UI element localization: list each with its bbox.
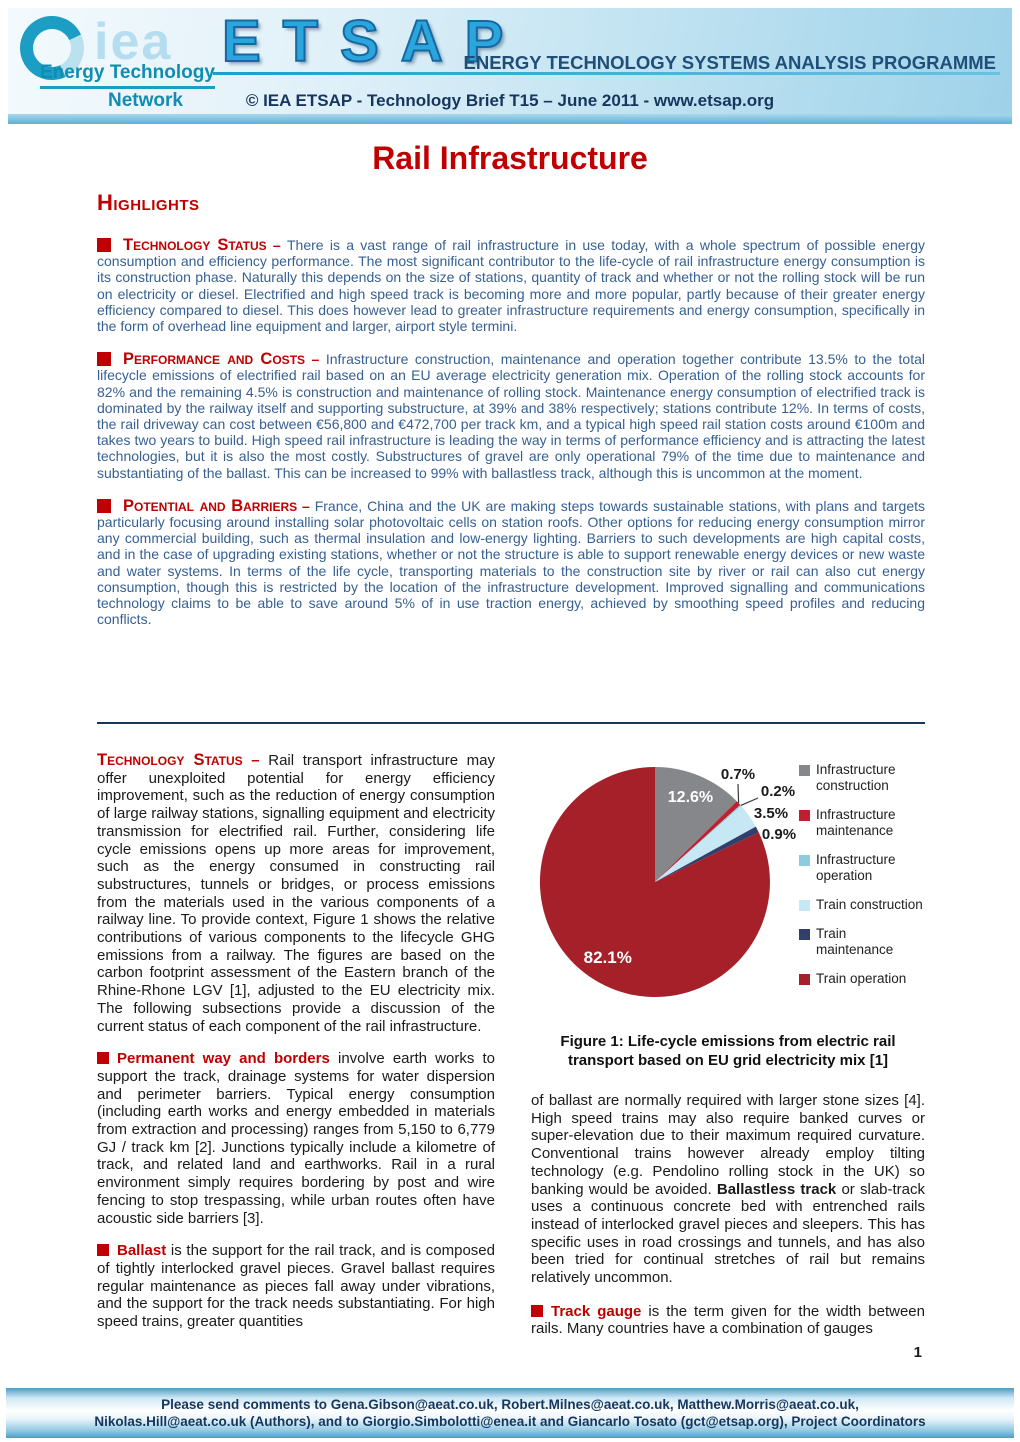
figure-caption: Figure 1: Life-cycle emissions from elec…: [560, 1033, 896, 1069]
highlight-paragraph-performance-costs: Performance and Costs – Infrastructure c…: [97, 350, 925, 481]
section-dash: –: [297, 497, 315, 514]
banner-bottom-strip: [8, 114, 1012, 124]
footer-bar: Please send comments to Gena.Gibson@aeat…: [6, 1388, 1014, 1438]
right-column: 12.6% 82.1% 0.7% 0.2% 3.5% 0.9% Infrastructur…: [531, 752, 925, 1346]
section-label: Technology Status: [123, 236, 267, 254]
section-text: Rail transport infrastructure may offer …: [97, 752, 495, 1035]
section-dash: –: [305, 351, 326, 368]
pie-data-label: 0.7%: [721, 766, 755, 783]
page-title: Rail Infrastructure: [372, 140, 648, 176]
section-divider: [97, 722, 925, 724]
legend-item-1: Infrastructure maintenance: [799, 807, 925, 839]
pie-slice-0: [655, 767, 737, 882]
iea-logo-text: iea: [94, 13, 173, 71]
section-text: Infrastructure construction, maintenance…: [97, 351, 925, 481]
pie-data-label: 82.1%: [584, 948, 632, 967]
pie-slice-4: [655, 826, 759, 882]
legend-label: Train operation: [816, 971, 907, 986]
subsection-label: Ballast: [117, 1242, 167, 1260]
subsection-label: Permanent way and borders: [117, 1050, 330, 1068]
subsection-text: involve earth works to support the track…: [97, 1050, 495, 1227]
pie-slice-1: [655, 801, 741, 882]
section-text: There is a vast range of rail infrastruc…: [97, 237, 925, 335]
section-dash: –: [242, 752, 269, 769]
ballastless-track-term: Ballastless track: [716, 1180, 837, 1198]
highlights-heading: Highlights: [97, 190, 200, 215]
section-label: Performance and Costs: [123, 350, 306, 369]
legend-item-4: Train maintenance: [799, 926, 925, 958]
logo-technology: Technology: [109, 62, 215, 83]
chart-legend: Infrastructure construction Infrastructure…: [799, 762, 925, 987]
legend-item-0: Infrastructure construction: [799, 762, 925, 794]
legend-swatch-icon: [799, 855, 810, 866]
ballast-paragraph: Ballast is the support for the rail trac…: [97, 1242, 495, 1331]
legend-swatch-icon: [799, 810, 810, 821]
pie-slice-3: [655, 805, 756, 882]
legend-label: Train maintenance: [816, 926, 894, 957]
leader-line-2: [740, 797, 759, 806]
bullet-square-icon: [97, 352, 111, 367]
legend-swatch-icon: [799, 974, 810, 985]
header-banner: iea Energy Technology Network ETSAP ENER…: [8, 6, 1012, 124]
logo-energy-technology: Energy Technology: [40, 62, 215, 89]
section-text: France, China and the UK are making step…: [97, 497, 925, 628]
legend-swatch-icon: [799, 900, 810, 911]
footer-line-1: Please send comments to Gena.Gibson@aeat…: [161, 1397, 859, 1412]
footer-line-2: Nikolas.Hill@aeat.co.uk (Authors), and t…: [94, 1414, 926, 1429]
pie-data-label: 0.2%: [761, 783, 795, 800]
ballast-continued-paragraph: of ballast are normally required with la…: [531, 1092, 925, 1287]
highlight-paragraph-potential-barriers: Potential and Barriers – France, China a…: [97, 497, 925, 628]
section-dash: –: [266, 237, 287, 253]
logo-network: Network: [108, 90, 183, 111]
legend-label: Infrastructure maintenance: [816, 807, 896, 838]
pie-chart-svg: 12.6% 82.1% 0.7% 0.2% 3.5% 0.9%: [539, 766, 796, 997]
brief-line: © IEA ETSAP - Technology Brief T15 – Jun…: [245, 91, 775, 110]
logo-energy: Energy: [40, 62, 105, 83]
legend-item-3: Train construction: [799, 897, 925, 913]
etsap-underline: [213, 72, 1000, 75]
legend-swatch-icon: [799, 929, 810, 940]
pie-chart: 12.6% 82.1% 0.7% 0.2% 3.5% 0.9% Infrastructur…: [531, 752, 925, 1024]
bullet-square-icon: [97, 238, 111, 252]
bullet-square-icon: [97, 1244, 109, 1257]
legend-item-5: Train operation: [799, 971, 925, 987]
subsection-label: Track gauge: [551, 1302, 642, 1320]
legend-label: Train construction: [816, 897, 923, 912]
page-number: 1: [913, 1344, 922, 1361]
subsection-text: is the term given for the width between …: [531, 1302, 925, 1338]
paragraph-text-pre: of ballast are normally required with la…: [531, 1092, 925, 1198]
pie-slice-2: [655, 804, 742, 882]
bullet-square-icon: [531, 1304, 543, 1317]
legend-swatch-icon: [799, 765, 810, 776]
programme-line: ENERGY TECHNOLOGY SYSTEMS ANALYSIS PROGR…: [463, 52, 996, 73]
section-label: Potential and Barriers: [123, 496, 298, 515]
legend-label: Infrastructure operation: [816, 852, 896, 883]
etsap-wordmark: ETSAP: [221, 8, 526, 75]
left-column: Technology Status – Rail transport infra…: [97, 751, 495, 1346]
two-column-section: Technology Status – Rail transport infra…: [97, 751, 925, 1346]
highlight-paragraph-technology-status: Technology Status – There is a vast rang…: [97, 236, 925, 334]
legend-label: Infrastructure construction: [816, 762, 896, 793]
highlights-block: Technology Status – There is a vast rang…: [97, 236, 925, 643]
legend-item-2: Infrastructure operation: [799, 852, 925, 884]
tech-status-paragraph: Technology Status – Rail transport infra…: [97, 751, 495, 1035]
paragraph-text-post: or slab-track uses a continuous concrete…: [531, 1180, 925, 1287]
bullet-square-icon: [97, 1052, 109, 1065]
bullet-square-icon: [97, 498, 111, 513]
pie-data-label: 3.5%: [754, 805, 788, 822]
pie-data-label: 0.9%: [762, 826, 796, 843]
subsection-text: is the support for the rail track, and i…: [97, 1242, 495, 1331]
track-gauge-paragraph: Track gauge is the term given for the wi…: [531, 1303, 925, 1338]
leader-line-1: [737, 783, 740, 804]
pie-slice-5: [539, 766, 770, 997]
pie-data-label: 12.6%: [668, 789, 713, 806]
section-label: Technology Status: [97, 751, 243, 769]
permanent-way-paragraph: Permanent way and borders involve earth …: [97, 1050, 495, 1227]
